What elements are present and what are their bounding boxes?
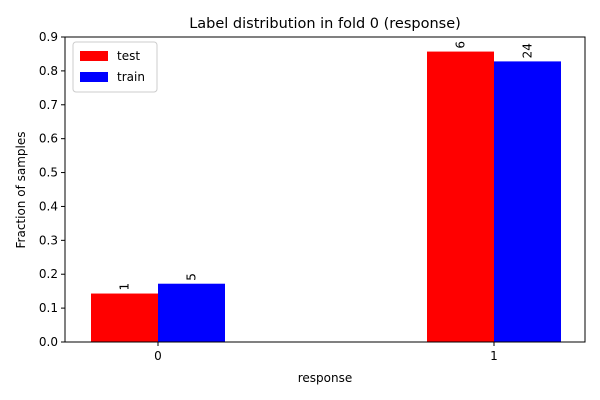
legend-label: train: [117, 70, 145, 84]
y-tick-label: 0.5: [39, 166, 58, 180]
y-tick-label: 0.9: [39, 30, 58, 44]
legend-swatch: [80, 72, 108, 82]
plot-frame: [64, 36, 586, 343]
data-label: 24: [521, 43, 535, 58]
y-tick-label: 0.6: [39, 132, 58, 146]
y-tick-label: 0.8: [39, 64, 58, 78]
data-label: 5: [185, 273, 199, 281]
bar: [494, 61, 561, 343]
data-label: 6: [454, 41, 468, 49]
legend-box: [72, 41, 158, 93]
legend-label: test: [117, 49, 140, 63]
y-tick-label: 0.0: [39, 335, 58, 349]
y-tick-label: 0.4: [39, 199, 58, 213]
legend-swatch: [80, 51, 108, 61]
bar: [427, 51, 494, 342]
y-axis-label: Fraction of samples: [14, 132, 28, 249]
chart-title: Label distribution in fold 0 (response): [189, 16, 461, 32]
bar: [158, 283, 225, 342]
y-tick-label: 0.2: [39, 267, 58, 281]
x-tick-label: 0: [154, 349, 162, 363]
y-tick-label: 0.7: [39, 98, 58, 112]
data-label: 1: [118, 283, 132, 291]
y-tick-label: 0.3: [39, 233, 58, 247]
x-axis-label: response: [298, 371, 353, 385]
bar: [91, 293, 158, 342]
y-tick-label: 0.1: [39, 301, 58, 315]
legend: test train: [72, 41, 158, 93]
x-tick-label: 1: [490, 349, 498, 363]
